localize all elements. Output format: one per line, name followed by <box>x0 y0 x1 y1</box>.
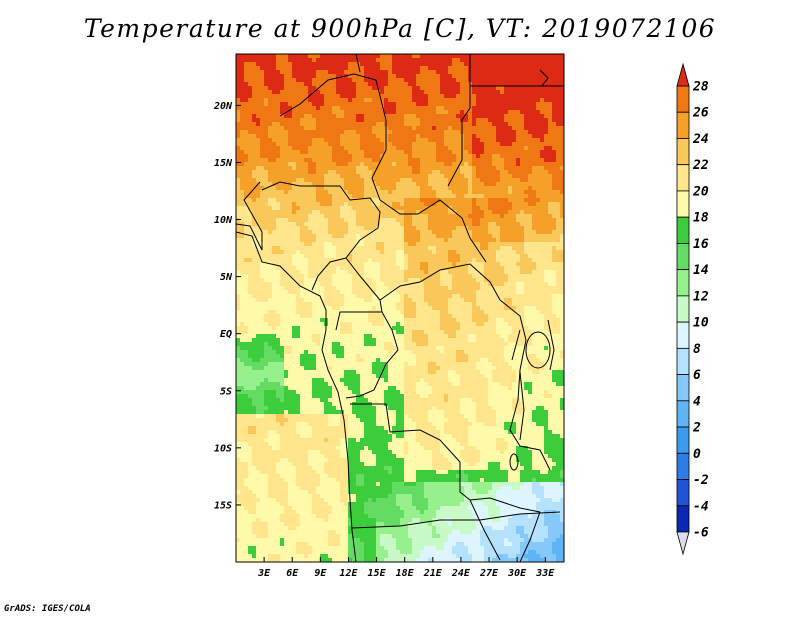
colorbar-over-triangle <box>676 62 690 87</box>
colorbar-label: 6 <box>693 368 701 383</box>
lon-tick-label: 15E <box>368 568 387 579</box>
colorbar-box <box>676 505 690 533</box>
colorbar-box <box>676 243 690 271</box>
coastline <box>236 231 357 562</box>
colorbar-box <box>676 452 690 480</box>
colorbar-label: -6 <box>693 526 709 541</box>
colorbar-label: 24 <box>692 132 709 147</box>
border-drc-east <box>499 299 551 471</box>
plot-title: Temperature at 900hPa [C], VT: 201907210… <box>83 14 717 43</box>
footer-credit: GrADS: IGES/COLA <box>4 604 91 614</box>
colorbar-box <box>676 164 690 192</box>
lakes <box>509 69 551 471</box>
lat-tick-label: 20N <box>213 101 233 112</box>
border-west <box>236 181 263 251</box>
lat-tick-label: 5N <box>220 272 233 283</box>
border-angola-south <box>351 511 561 529</box>
colorbar-box <box>676 321 690 349</box>
colorbar-label: 0 <box>693 447 701 462</box>
colorbar-box <box>676 374 690 402</box>
border-lakes <box>511 319 555 371</box>
lon-tick-label: 9E <box>314 568 327 579</box>
lon-tick-label: 24E <box>451 568 471 579</box>
border-congo <box>345 311 399 399</box>
border-chad <box>379 199 487 263</box>
colorbar-box <box>676 138 690 166</box>
colorbar-box <box>676 295 690 323</box>
colorbar-label: 12 <box>693 289 709 304</box>
colorbar-box <box>676 190 690 218</box>
lon-tick-label: 33E <box>535 568 555 579</box>
colorbar-label: 26 <box>692 106 709 121</box>
temperature-field <box>236 54 564 562</box>
lat-tick-label: EQ <box>220 329 232 340</box>
colorbar-box <box>676 426 690 454</box>
colorbar-box <box>676 400 690 428</box>
colorbar-label: 14 <box>693 263 709 278</box>
lat-tick-label: 15S <box>214 500 232 511</box>
colorbar-label: 2 <box>692 421 701 436</box>
colorbar-box <box>676 479 690 507</box>
colorbar-box <box>676 111 690 139</box>
lat-tick-label: 5S <box>220 386 232 397</box>
lat-tick-label: 10N <box>214 215 233 226</box>
colorbar-label: 16 <box>693 237 709 252</box>
country-borders <box>236 54 564 562</box>
map-frame <box>235 53 565 563</box>
colorbar-label: 20 <box>692 184 709 199</box>
border-car <box>379 263 501 301</box>
colorbar-box <box>676 85 690 113</box>
lon-tick-label: 6E <box>286 568 299 579</box>
colorbar-label: 28 <box>692 80 709 95</box>
lon-tick-label: 30E <box>507 568 527 579</box>
border-nigeria <box>261 181 381 291</box>
colorbar-box <box>676 269 690 297</box>
colorbar-label: 4 <box>693 394 701 409</box>
border-sahara <box>279 73 387 201</box>
border-zambia <box>469 499 541 562</box>
colorbar-box <box>676 347 690 375</box>
border-north <box>355 54 471 187</box>
colorbar-box <box>676 216 690 244</box>
colorbar-label: 10 <box>693 316 709 331</box>
colorbar-label: 18 <box>693 211 709 226</box>
colorbar-label: 8 <box>693 342 701 357</box>
border-angola <box>350 403 541 513</box>
colorbar-label: 22 <box>692 158 709 173</box>
colorbar-label: -2 <box>693 473 709 488</box>
longitude-ticks: 3E 6E 9E 12E 15E 18E 21E 24E 27E 30E 33E <box>257 557 555 579</box>
lat-tick-label: 15N <box>214 158 233 169</box>
lat-tick-label: 10S <box>214 443 232 454</box>
colorbar-label: -4 <box>693 499 709 514</box>
latitude-ticks: 20N 15N 10N 5N EQ 5S 10S 15S <box>213 101 241 511</box>
colorbar-under-triangle <box>676 531 690 556</box>
lon-tick-label: 12E <box>339 568 358 579</box>
lon-tick-label: 18E <box>396 568 415 579</box>
lon-tick-label: 3E <box>257 568 271 579</box>
lon-tick-label: 27E <box>479 568 499 579</box>
lon-tick-label: 21E <box>423 568 443 579</box>
